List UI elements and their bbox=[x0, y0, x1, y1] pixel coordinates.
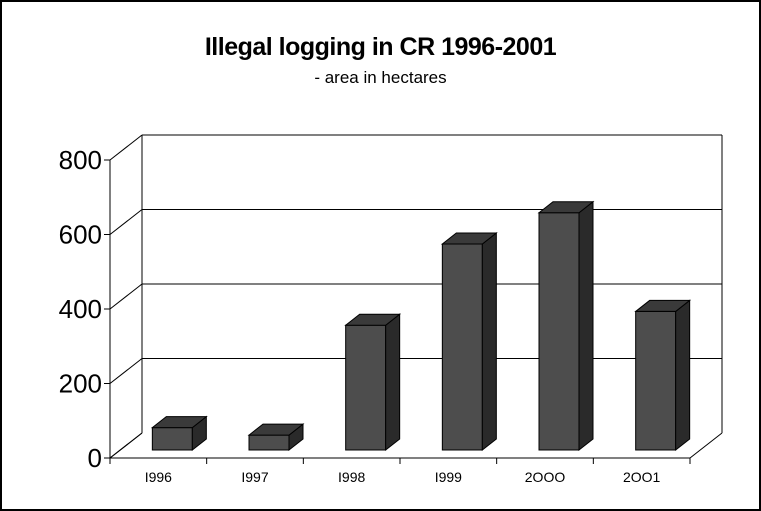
bar bbox=[440, 231, 498, 452]
bar-top bbox=[537, 201, 595, 214]
bar-front bbox=[151, 427, 193, 451]
bar bbox=[537, 200, 595, 452]
bar-top bbox=[247, 423, 305, 436]
bar-top bbox=[150, 416, 208, 429]
x-tick-label: 2OO1 bbox=[623, 469, 661, 485]
bars bbox=[150, 200, 692, 452]
bar-front bbox=[441, 243, 483, 451]
bar-side bbox=[481, 231, 497, 452]
bar bbox=[247, 423, 305, 452]
bar-side bbox=[675, 299, 691, 452]
gridline-side bbox=[109, 358, 143, 384]
x-tick-label: 2OOO bbox=[525, 469, 566, 485]
bar-top bbox=[634, 299, 692, 312]
y-tick-label: 400 bbox=[59, 294, 102, 324]
gridline-side bbox=[109, 134, 143, 161]
chart-subtitle: - area in hectares bbox=[314, 68, 447, 87]
bar-front bbox=[635, 310, 677, 451]
bar-side bbox=[385, 313, 401, 452]
bar-top bbox=[344, 313, 402, 326]
bar bbox=[634, 299, 692, 452]
bar bbox=[344, 313, 402, 452]
x-tick-label: I999 bbox=[435, 469, 462, 485]
chart-title: Illegal logging in CR 1996-2001 bbox=[204, 33, 557, 61]
gridline-side bbox=[109, 283, 143, 310]
gridline-side bbox=[109, 209, 143, 235]
x-tick-label: I997 bbox=[241, 469, 268, 485]
bar-front bbox=[538, 212, 580, 451]
x-axis-ticks: I996 I997 I998 I999 2OOO 2OO1 bbox=[109, 458, 691, 485]
y-tick-label: 200 bbox=[59, 369, 102, 399]
bar bbox=[150, 415, 208, 452]
y-tick-label: 0 bbox=[88, 443, 102, 473]
bar-front bbox=[345, 324, 387, 451]
y-axis-ticks: 0 200 400 600 800 bbox=[59, 145, 102, 473]
y-tick-label: 600 bbox=[59, 220, 102, 250]
y-tick-label: 800 bbox=[59, 145, 102, 175]
bar-side bbox=[578, 200, 594, 452]
x-tick-label: I996 bbox=[145, 469, 172, 485]
x-tick-label: I998 bbox=[338, 469, 365, 485]
gridlines bbox=[104, 134, 722, 459]
gridline-side bbox=[109, 432, 143, 459]
chart-walls bbox=[109, 135, 723, 459]
floor-right-edge bbox=[689, 432, 723, 459]
bar-front bbox=[248, 434, 290, 451]
bar-top bbox=[440, 232, 498, 245]
